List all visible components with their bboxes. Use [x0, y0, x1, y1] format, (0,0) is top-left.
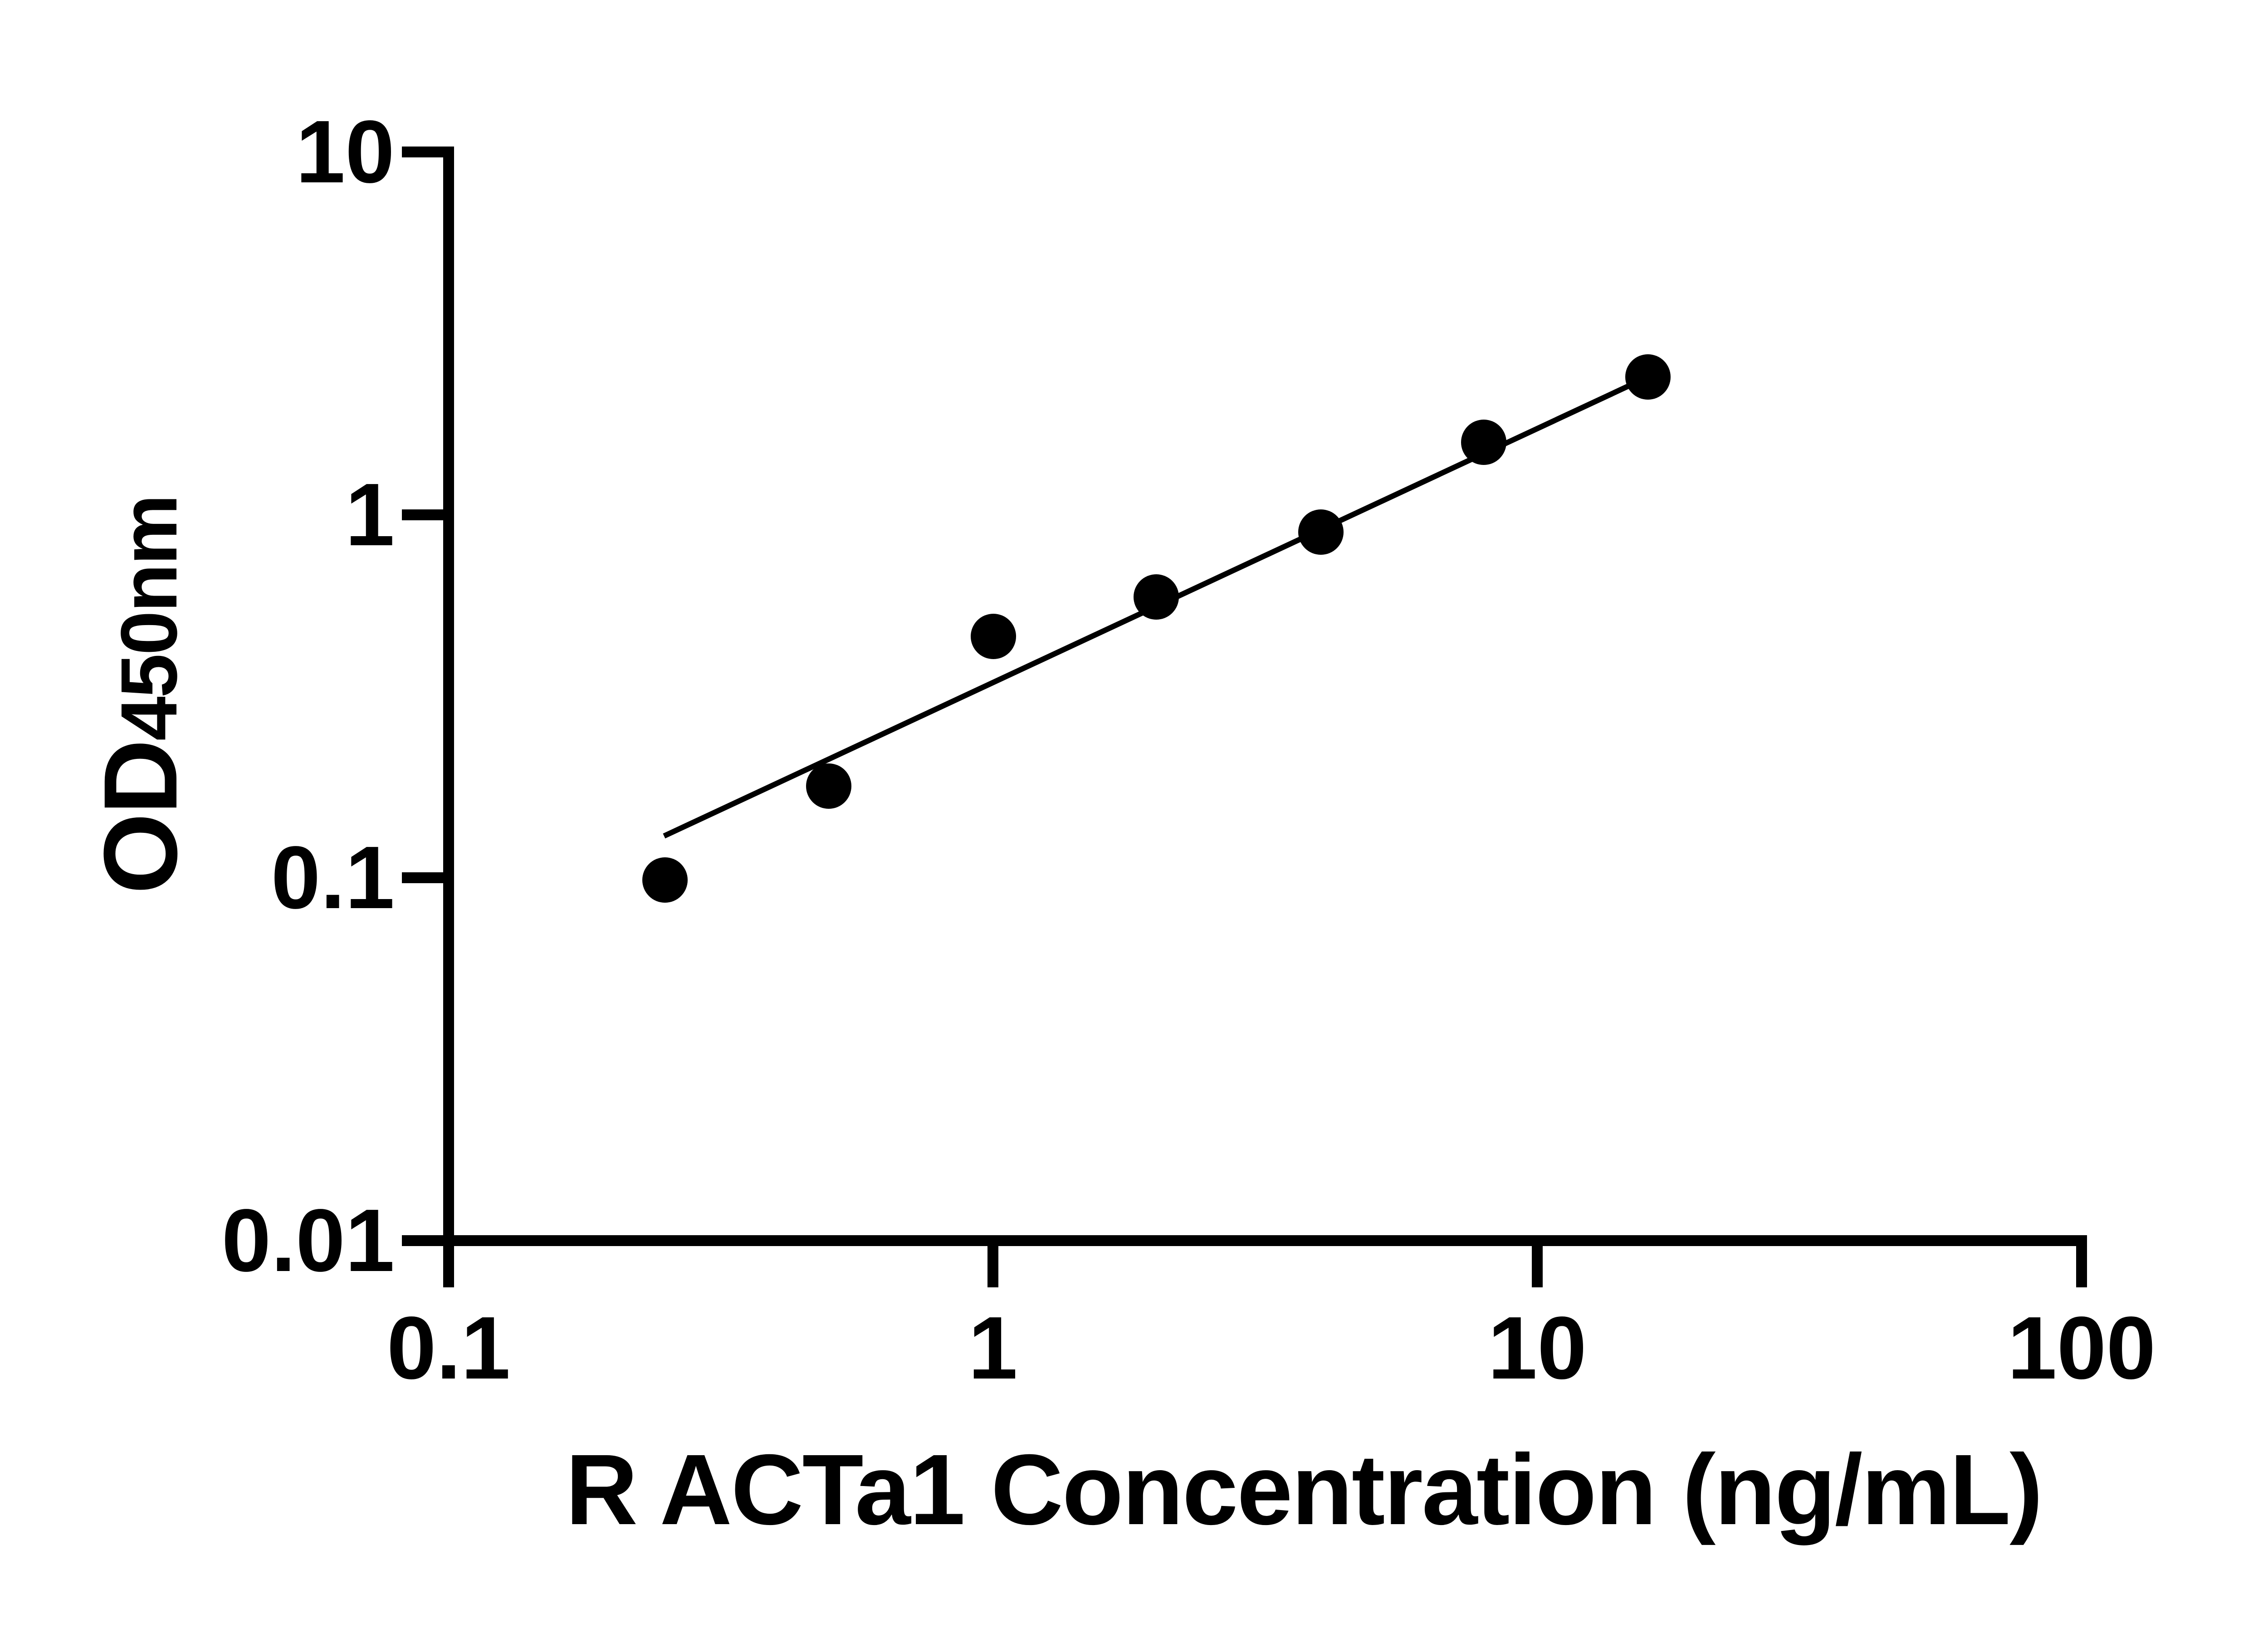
svg-text:1: 1: [968, 1298, 1017, 1398]
svg-text:R ACTa1 Concentration (ng/mL): R ACTa1 Concentration (ng/mL): [566, 1433, 2042, 1545]
svg-text:1: 1: [345, 465, 395, 564]
svg-text:0.01: 0.01: [222, 1191, 395, 1290]
svg-text:100: 100: [2007, 1298, 2156, 1398]
svg-text:0.1: 0.1: [387, 1298, 510, 1398]
svg-text:10: 10: [296, 102, 395, 201]
svg-text:10: 10: [1488, 1298, 1587, 1398]
svg-text:OD450nm: OD450nm: [82, 496, 199, 894]
svg-text:0.1: 0.1: [271, 828, 395, 927]
